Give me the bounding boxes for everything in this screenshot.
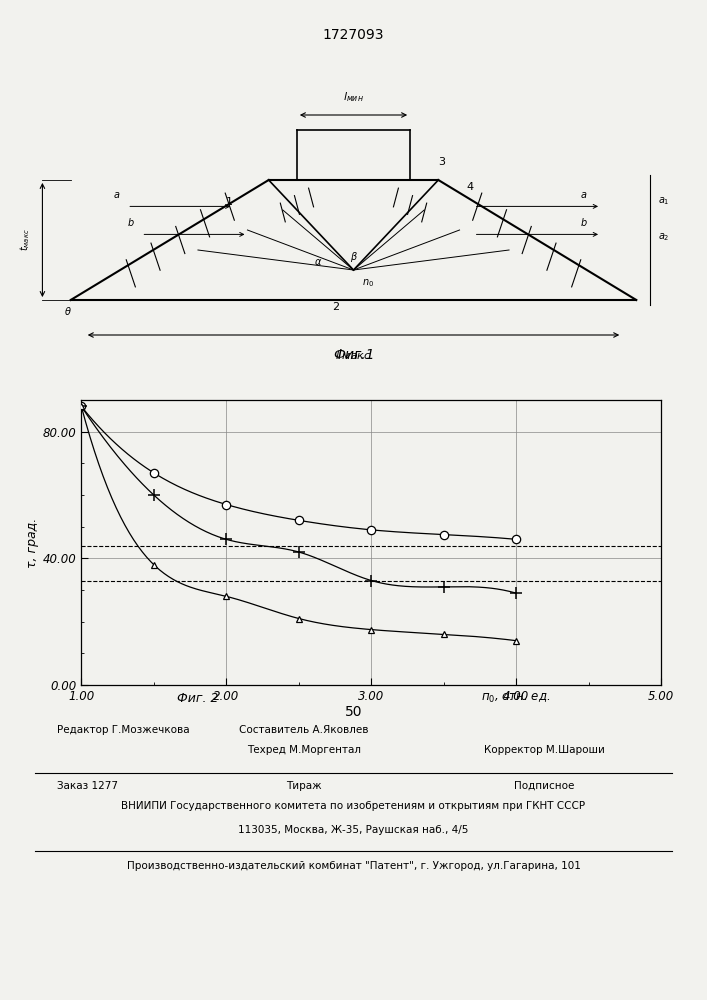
Text: $a$: $a$ bbox=[113, 190, 120, 200]
Text: Редактор Г.Мозжечкова: Редактор Г.Мозжечкова bbox=[57, 725, 189, 735]
Text: $β$: $β$ bbox=[349, 250, 358, 264]
Text: $a_1$: $a_1$ bbox=[658, 196, 669, 207]
Text: 3: 3 bbox=[438, 157, 445, 167]
Text: Фиг. 2: Фиг. 2 bbox=[177, 692, 218, 705]
Text: 113035, Москва, Ж-35, Раушская наб., 4/5: 113035, Москва, Ж-35, Раушская наб., 4/5 bbox=[238, 825, 469, 835]
Text: 1: 1 bbox=[226, 197, 233, 207]
Text: 50: 50 bbox=[345, 705, 362, 719]
Text: $a$: $a$ bbox=[580, 190, 587, 200]
Text: $п_0$, отн. ед.: $п_0$, отн. ед. bbox=[481, 692, 551, 705]
Text: Корректор М.Шароши: Корректор М.Шароши bbox=[484, 745, 604, 755]
Text: 1727093: 1727093 bbox=[323, 28, 384, 42]
Text: Тираж: Тираж bbox=[286, 781, 322, 791]
Text: $t_{макс}$: $t_{макс}$ bbox=[18, 229, 32, 251]
Text: $l_{мин}$: $l_{мин}$ bbox=[343, 90, 364, 104]
Text: Фиг.1: Фиг.1 bbox=[333, 348, 374, 362]
Y-axis label: τ, град.: τ, град. bbox=[25, 517, 38, 568]
Text: $n_0$: $n_0$ bbox=[361, 277, 374, 289]
Text: Подписное: Подписное bbox=[514, 781, 575, 791]
Text: 2: 2 bbox=[332, 302, 339, 312]
Text: 4: 4 bbox=[467, 182, 474, 192]
Text: $b$: $b$ bbox=[127, 216, 135, 228]
Text: $α$: $α$ bbox=[314, 257, 322, 267]
Text: Производственно-издательский комбинат "Патент", г. Ужгород, ул.Гагарина, 101: Производственно-издательский комбинат "П… bbox=[127, 861, 580, 871]
Text: $l$ макс: $l$ макс bbox=[335, 349, 372, 361]
Text: Заказ 1277: Заказ 1277 bbox=[57, 781, 117, 791]
Text: $b$: $b$ bbox=[580, 216, 588, 228]
Text: ВНИИПИ Государственного комитета по изобретениям и открытиям при ГКНТ СССР: ВНИИПИ Государственного комитета по изоб… bbox=[122, 801, 585, 811]
Text: Техред М.Моргентал: Техред М.Моргентал bbox=[247, 745, 361, 755]
Text: $a_2$: $a_2$ bbox=[658, 232, 669, 243]
Text: Составитель А.Яковлев: Составитель А.Яковлев bbox=[239, 725, 369, 735]
Text: $\theta$: $\theta$ bbox=[64, 305, 71, 317]
